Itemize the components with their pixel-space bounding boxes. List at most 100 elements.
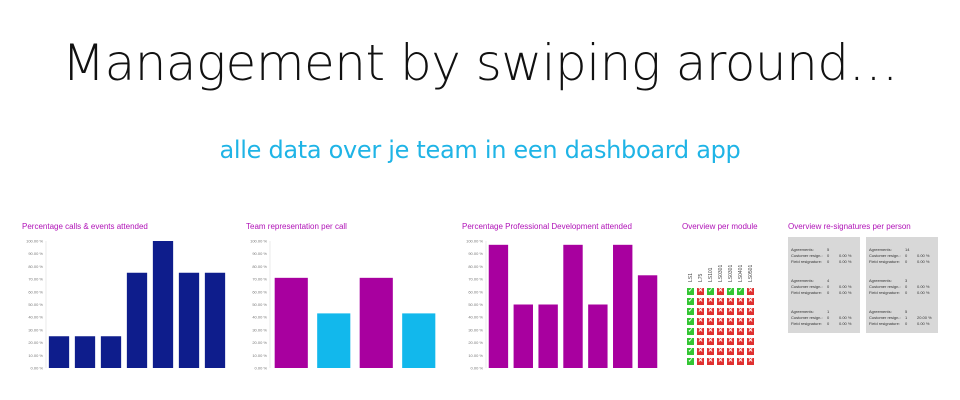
cross-icon: ✕ [727, 308, 734, 315]
cross-icon: ✕ [707, 308, 714, 315]
resignature-row: Agreements: 5 [791, 247, 860, 253]
resignature-label: Customer resign.: [791, 284, 823, 289]
resignature-card: Agreements: 4 Customer resign.: 0 0.00 % Fiel… [788, 268, 860, 302]
cross-icon: ✕ [737, 338, 744, 345]
resignature-row: Field resignature: 0 0.00 % [791, 290, 860, 296]
y-tick-label: 30.00 % [252, 327, 267, 332]
cross-icon: ✕ [727, 358, 734, 365]
cross-icon: ✕ [697, 318, 704, 325]
y-tick-label: 50.00 % [468, 302, 483, 307]
y-tick-label: 0.00 % [471, 366, 484, 371]
bar [563, 244, 583, 368]
resignature-row: Field resignature: 0 0.00 % [791, 321, 860, 327]
cross-icon: ✕ [707, 358, 714, 365]
resignature-row: Field resignature: 0 0.00 % [791, 259, 860, 265]
resignature-label: Agreements: [791, 278, 814, 283]
y-tick-label: 10.00 % [28, 353, 43, 358]
bar [274, 277, 308, 368]
y-tick-label: 40.00 % [252, 315, 267, 320]
y-tick-label: 60.00 % [468, 289, 483, 294]
resignature-label: Agreements: [869, 247, 892, 252]
resignature-count: 0 [905, 259, 908, 264]
y-tick-label: 20.00 % [28, 340, 43, 345]
resignature-count: 14 [905, 247, 910, 252]
resignature-count: 1 [827, 309, 830, 314]
resignature-percent: 0.00 % [839, 253, 852, 258]
check-icon: ✓ [687, 338, 694, 345]
resignature-label: Field resignature: [869, 321, 900, 326]
check-icon: ✓ [687, 318, 694, 325]
check-icon: ✓ [687, 298, 694, 305]
y-tick-label: 30.00 % [28, 327, 43, 332]
y-tick-label: 50.00 % [252, 302, 267, 307]
resignature-count: 0 [827, 290, 830, 295]
resignature-row: Customer resign.: 0 0.00 % [791, 284, 860, 290]
y-tick-label: 60.00 % [252, 289, 267, 294]
resignature-count: 1 [905, 315, 908, 320]
cross-icon: ✕ [717, 288, 724, 295]
cross-icon: ✕ [747, 348, 754, 355]
resignature-label: Field resignature: [869, 259, 900, 264]
resignature-label: Field resignature: [791, 321, 822, 326]
resignature-count: 3 [905, 278, 908, 283]
resignatures-panel: Overview re-signatures per person Agreem… [788, 222, 948, 372]
development-panel: Percentage Professional Development atte… [462, 222, 666, 372]
y-tick-label: 40.00 % [468, 315, 483, 320]
resignature-count: 0 [905, 321, 908, 326]
module-row: ✓ ✕ ✕ ✕ ✕ ✕ ✕ [687, 338, 757, 348]
resignature-row: Field resignature: 0 0.00 % [869, 290, 938, 296]
cross-icon: ✕ [737, 328, 744, 335]
resignature-label: Agreements: [791, 247, 814, 252]
team-panel: Team representation per call 0.00 % 10.00… [246, 222, 446, 372]
bar [488, 244, 509, 368]
cross-icon: ✕ [717, 338, 724, 345]
resignature-count: 5 [827, 247, 830, 252]
resignature-row: Field resignature: 0 0.00 % [869, 321, 938, 327]
resignature-label: Customer resign.: [869, 253, 901, 258]
subline: alle data over je team in een dashboard … [219, 136, 741, 164]
y-tick-label: 0.00 % [255, 366, 268, 371]
check-icon: ✓ [687, 328, 694, 335]
cross-icon: ✕ [737, 348, 744, 355]
resignature-percent: 0.00 % [839, 321, 852, 326]
y-tick-label: 90.00 % [468, 251, 483, 256]
resignature-count: 0 [827, 284, 830, 289]
bar [74, 336, 96, 368]
bar [637, 275, 658, 368]
resignature-row: Agreements: 5 [869, 309, 938, 315]
cross-icon: ✕ [727, 348, 734, 355]
resignature-label: Field resignature: [869, 290, 900, 295]
bar [100, 336, 122, 368]
cross-icon: ✕ [697, 298, 704, 305]
y-tick-label: 10.00 % [252, 353, 267, 358]
resignature-label: Customer resign.: [869, 315, 901, 320]
resignature-row: Customer resign.: 0 0.00 % [869, 253, 938, 259]
resignature-percent: 0.00 % [917, 259, 930, 264]
y-tick-label: 60.00 % [28, 289, 43, 294]
y-tick-label: 0.00 % [31, 366, 44, 371]
check-icon: ✓ [737, 288, 744, 295]
y-tick-label: 50.00 % [28, 302, 43, 307]
calls-panel: Percentage calls & events attended 0.00 … [22, 222, 234, 372]
resignature-row: Agreements: 14 [869, 247, 938, 253]
resignature-count: 0 [827, 315, 830, 320]
cross-icon: ✕ [707, 298, 714, 305]
cross-icon: ✕ [697, 308, 704, 315]
y-tick-label: 100.00 % [250, 239, 267, 244]
bar [402, 313, 436, 368]
check-icon: ✓ [687, 358, 694, 365]
cross-icon: ✕ [717, 308, 724, 315]
resignature-label: Customer resign.: [869, 284, 901, 289]
module-grid: ✓ ✕ ✓ ✕ ✓ ✓ ✕ ✓ ✕ ✕ ✕ ✕ ✕ ✕ ✓ ✕ ✕ ✕ ✕ ✕ ✕ ✓ ✕ ✕ ✕ ✕ ✕ ✕ ✓ ✕ ✕ ✕ ✕ ✕ ✕ ✓ ✕ ✕ ✕ ✕… [687, 288, 757, 368]
y-tick-label: 40.00 % [28, 315, 43, 320]
resignature-count: 5 [905, 309, 908, 314]
resignatures-panel-title: Overview re-signatures per person [788, 222, 911, 231]
bar [152, 241, 174, 368]
cross-icon: ✕ [747, 298, 754, 305]
cross-icon: ✕ [697, 328, 704, 335]
cross-icon: ✕ [747, 328, 754, 335]
cross-icon: ✕ [697, 358, 704, 365]
resignature-row: Agreements: 1 [791, 309, 860, 315]
resignature-percent: 0.00 % [839, 315, 852, 320]
y-tick-label: 10.00 % [468, 353, 483, 358]
